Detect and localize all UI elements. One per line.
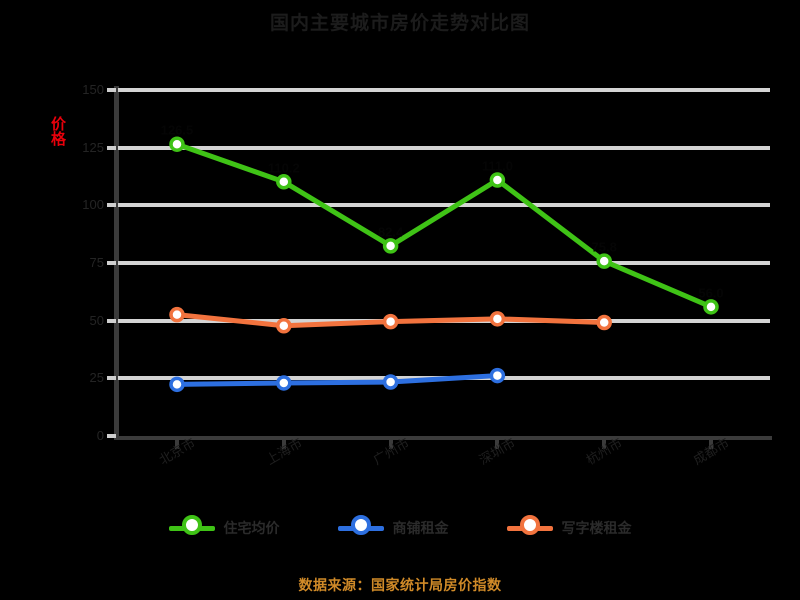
data-point-label: 111.0 <box>481 158 513 174</box>
y-tick-label: 150 <box>82 82 104 97</box>
legend-item[interactable]: 写字楼租金 <box>506 515 632 541</box>
data-point-marker[interactable] <box>382 313 399 330</box>
legend-dot <box>350 515 371 535</box>
legend-label: 写字楼租金 <box>561 520 632 536</box>
y-tick-mark <box>107 434 116 438</box>
series-line <box>174 141 714 310</box>
data-point-marker[interactable] <box>169 306 185 323</box>
y-tick-label: 50 <box>89 312 104 328</box>
chart-title: 国内主要城市房价走势对比图 <box>269 13 530 34</box>
data-point-label: 75.8 <box>591 239 617 255</box>
y-tick-label-wrap: 125 <box>62 140 104 156</box>
chart-legend: 住宅均价 商铺租金 写字楼租金 <box>0 515 800 541</box>
legend-marker <box>506 515 553 541</box>
gridline <box>118 145 770 150</box>
legend-dot <box>519 515 540 535</box>
legend-label: 商铺租金 <box>392 520 449 536</box>
y-tick-mark <box>107 261 116 265</box>
x-tick-mark <box>602 440 607 449</box>
y-tick-label: 75 <box>89 255 104 270</box>
data-point-marker[interactable] <box>596 253 612 269</box>
data-point-label: 110.2 <box>267 160 300 176</box>
legend-item[interactable]: 商铺租金 <box>337 515 449 541</box>
data-point-marker[interactable] <box>703 299 719 315</box>
x-tick-mark <box>709 440 713 449</box>
y-tick-label: 100 <box>82 197 104 213</box>
y-axis-line <box>114 86 119 438</box>
y-tick-label: 25 <box>89 370 104 386</box>
gridline <box>118 261 770 265</box>
y-tick-label-wrap: 150 <box>62 82 104 98</box>
data-point-marker[interactable] <box>489 172 506 188</box>
x-tick-mark <box>495 440 500 449</box>
y-tick-label-wrap: 50 <box>62 313 104 329</box>
footer-caption: 数据来源：国家统计局房价指数 <box>298 577 502 593</box>
data-point-marker[interactable] <box>596 314 612 331</box>
y-tick-mark <box>107 88 116 92</box>
y-tick-mark <box>107 203 116 208</box>
legend-item[interactable]: 住宅均价 <box>168 515 280 541</box>
y-tick-mark <box>107 145 116 150</box>
data-point-label: 126.5 <box>160 122 194 138</box>
data-point-marker[interactable] <box>169 136 185 152</box>
x-tick-mark <box>281 440 286 449</box>
data-point-marker[interactable] <box>276 375 292 391</box>
legend-marker <box>168 515 215 541</box>
gridline <box>118 88 770 92</box>
x-tick-mark <box>388 440 393 449</box>
y-tick-label: 0 <box>96 428 104 443</box>
data-point-marker[interactable] <box>489 311 506 327</box>
data-point-marker[interactable] <box>276 174 292 190</box>
data-point-label: 56.0 <box>698 285 724 301</box>
series-line <box>174 373 500 387</box>
data-point-marker[interactable] <box>276 317 292 334</box>
x-tick-mark <box>175 440 179 449</box>
y-tick-label: 125 <box>82 139 104 155</box>
y-tick-label-wrap: 0 <box>62 428 104 444</box>
data-point-marker[interactable] <box>382 374 399 390</box>
y-tick-label-wrap: 25 <box>62 370 104 386</box>
data-point-marker[interactable] <box>169 376 185 393</box>
y-axis-title: 价格 <box>49 116 66 146</box>
data-point-label: 82.4 <box>377 224 404 240</box>
y-tick-label-wrap: 75 <box>62 255 104 271</box>
y-tick-mark <box>107 376 116 381</box>
x-axis-line <box>114 436 772 440</box>
y-tick-label-wrap: 100 <box>62 197 104 213</box>
data-point-marker[interactable] <box>382 238 399 254</box>
legend-dot <box>181 515 202 535</box>
data-point-marker[interactable] <box>489 367 506 384</box>
legend-marker <box>337 515 384 541</box>
gridline <box>118 203 770 208</box>
y-tick-mark <box>107 318 116 323</box>
legend-label: 住宅均价 <box>223 520 280 536</box>
